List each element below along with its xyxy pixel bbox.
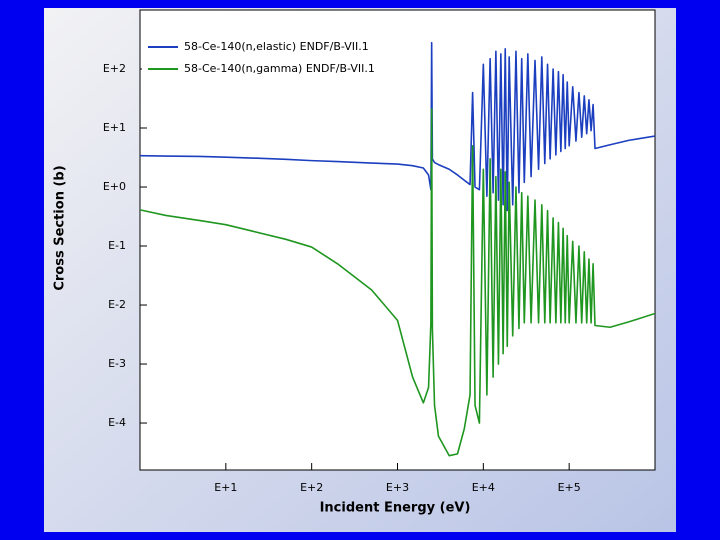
legend-box (142, 36, 402, 80)
x-tick-label: E+4 (472, 481, 495, 494)
y-tick-label: E-4 (108, 416, 126, 429)
x-tick-label: E+1 (214, 481, 237, 494)
y-tick-label: E+1 (103, 121, 126, 134)
y-tick-label: E-3 (108, 357, 126, 370)
y-tick-label: E+0 (103, 180, 126, 193)
x-tick-label: E+2 (300, 481, 323, 494)
series-line (140, 108, 655, 457)
series-line (140, 41, 655, 212)
y-tick-label: E+2 (103, 62, 126, 75)
y-tick-label: E-2 (108, 298, 126, 311)
x-tick-label: E+5 (558, 481, 581, 494)
legend-label: 58-Ce-140(n,elastic) ENDF/B-VII.1 (184, 40, 369, 53)
plot-area (139, 9, 656, 471)
x-axis-label: Incident Energy (eV) (320, 501, 471, 516)
y-axis-label: Cross Section (b) (53, 165, 68, 290)
legend-label: 58-Ce-140(n,gamma) ENDF/B-VII.1 (184, 62, 375, 75)
x-tick-label: E+3 (386, 481, 409, 494)
series-group (140, 41, 655, 457)
y-tick-label: E-1 (108, 239, 126, 252)
